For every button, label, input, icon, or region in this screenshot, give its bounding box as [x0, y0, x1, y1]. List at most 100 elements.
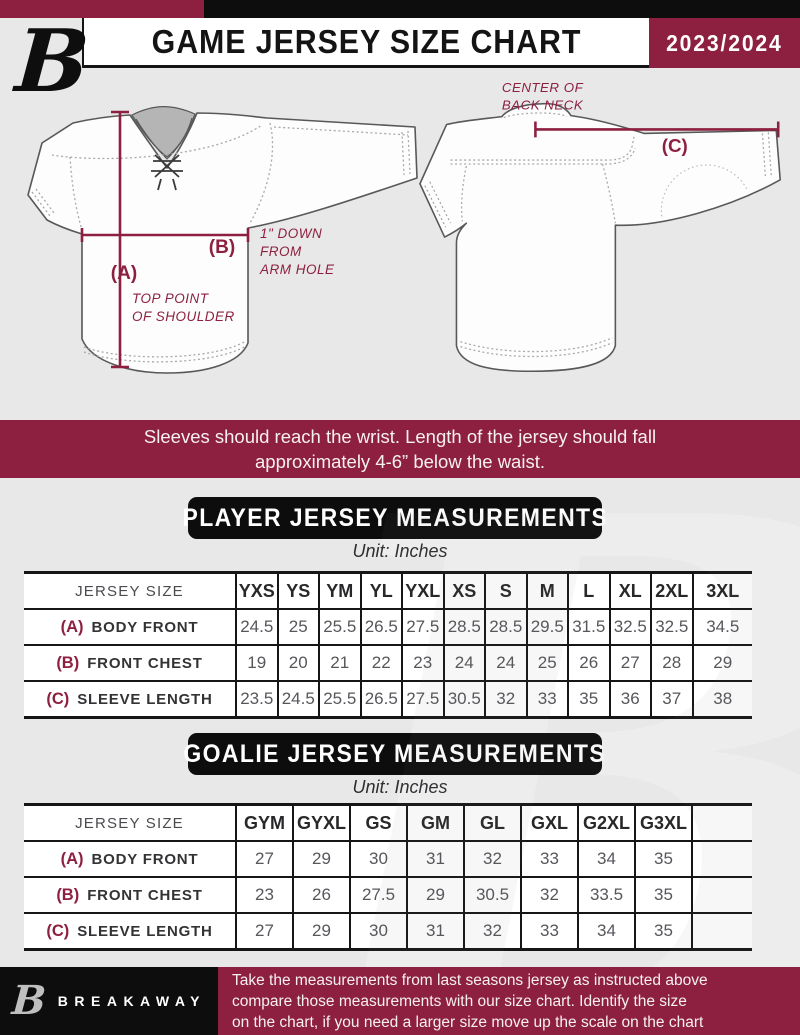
measurement-cell: 24.5: [235, 608, 278, 645]
measurement-row: (B) FRONT CHEST 23 26 27.5 29 30.5 32 33.5 35: [24, 876, 752, 913]
goalie-section-title: GOALIE JERSEY MEASUREMENTS: [183, 739, 607, 768]
back-seams: [424, 112, 772, 358]
footer-breakaway-logo-icon: B: [10, 977, 48, 1024]
page-title: GAME JERSEY SIZE CHART: [151, 22, 582, 60]
size-column-header: GYXL: [292, 803, 350, 841]
footer-note-line3: on the chart, if you need a larger size …: [232, 1013, 704, 1031]
measurement-cell: 33: [525, 680, 568, 718]
measurement-cell: 29: [292, 912, 350, 950]
measurement-key: (C): [46, 689, 70, 708]
measurement-cell: 23: [235, 876, 293, 913]
measurement-key: (A): [60, 849, 84, 868]
breakaway-logo-icon: B: [12, 11, 92, 112]
label-b-note-line3: ARM HOLE: [259, 262, 335, 277]
fit-note-line1: Sleeves should reach the wrist. Length o…: [143, 426, 657, 447]
measurement-cell: 29.5: [525, 608, 568, 645]
sizes-table: JERSEY SIZE YXS YS YM YL YXL XS S M L XL 2XL 3XL (A) B…: [24, 571, 752, 719]
measurement-cell: 24: [442, 644, 485, 681]
label-a: (A): [111, 263, 137, 284]
measurement-cell: 23: [401, 644, 444, 681]
measurement-cell: 32.5: [650, 608, 693, 645]
measurement-cell: 20: [276, 644, 319, 681]
goalie-section-header: GOALIE JERSEY MEASUREMENTS: [184, 733, 605, 775]
measurement-cell: 29: [292, 840, 350, 877]
measurement-label: BODY FRONT: [91, 618, 199, 636]
measurement-cell: [691, 876, 752, 913]
measurement-cell: 29: [406, 876, 464, 913]
measurement-cell: 32.5: [608, 608, 651, 645]
measurement-cell: 36: [608, 680, 651, 718]
size-column-header: GM: [406, 803, 464, 841]
measurement-cell: 21: [318, 644, 361, 681]
measurement-cell: 27: [608, 644, 651, 681]
measurement-cell: 27: [235, 912, 293, 950]
neck-note-line1: CENTER OF: [502, 80, 584, 95]
measurement-cell: 32: [463, 912, 521, 950]
measurement-cell: 31: [406, 840, 464, 877]
measurement-cell: 34.5: [691, 608, 752, 645]
size-column-header: YM: [318, 571, 361, 609]
measurement-row-label: (C) SLEEVE LENGTH: [24, 912, 236, 950]
measurement-key: (A): [60, 617, 84, 636]
measurement-row-label: (A) BODY FRONT: [24, 840, 236, 877]
season-box: 2023/2024: [649, 18, 800, 68]
size-column-header: YXL: [401, 571, 444, 609]
measurement-cell: 23.5: [235, 680, 278, 718]
measurement-cell: 26.5: [359, 680, 402, 718]
fit-note-banner: Sleeves should reach the wrist. Length o…: [0, 420, 800, 478]
measurement-cell: 26: [292, 876, 350, 913]
measurement-cell: 22: [359, 644, 402, 681]
player-section-header: PLAYER JERSEY MEASUREMENTS: [182, 497, 606, 539]
measurement-row: (B) FRONT CHEST 19 20 21 22 23 24 24 25 26 27 28 29: [24, 644, 752, 681]
sizes-table: JERSEY SIZE GYM GYXL GS GM GL GXL G2XL G3XL (A) BO…: [24, 803, 752, 951]
measurement-cell: 28: [650, 644, 693, 681]
player-size-table: JERSEY SIZE YXS YS YM YL YXL XS S M L XL 2XL 3XL (A) B…: [24, 571, 752, 719]
title-band: GAME JERSEY SIZE CHART: [82, 18, 649, 68]
measurement-row: (C) SLEEVE LENGTH 23.5 24.5 25.5 26.5 27.5 30.5…: [24, 680, 752, 718]
measurement-cell: 27: [235, 840, 293, 877]
label-b-note-line1: 1" DOWN: [260, 226, 322, 241]
measurement-cell: 28.5: [442, 608, 485, 645]
jersey-size-header: JERSEY SIZE: [24, 571, 236, 609]
measurement-cell: 27.5: [349, 876, 407, 913]
goalie-size-table: JERSEY SIZE GYM GYXL GS GM GL GXL G2XL G3XL (A) BO…: [24, 803, 752, 951]
label-a-note-line1: TOP POINT: [132, 291, 210, 306]
front-collar-line: [135, 117, 193, 160]
measurement-cell: 33: [520, 912, 578, 950]
size-column-header: YL: [359, 571, 402, 609]
measurement-cell: 26.5: [359, 608, 402, 645]
measurement-label: FRONT CHEST: [87, 654, 203, 672]
measurement-cell: 33: [520, 840, 578, 877]
size-column-header: G3XL: [634, 803, 692, 841]
measurement-cell: 28.5: [484, 608, 527, 645]
measurement-label: SLEEVE LENGTH: [77, 690, 213, 708]
size-header-row: JERSEY SIZE YXS YS YM YL YXL XS S M L XL 2XL 3XL: [24, 571, 752, 609]
player-unit-label: Unit: Inches: [352, 541, 448, 561]
size-column-header: S: [484, 571, 527, 609]
measurement-cell: 32: [484, 680, 527, 718]
front-neck-laces: [151, 154, 183, 191]
measurement-label: SLEEVE LENGTH: [77, 922, 213, 940]
player-section-title: PLAYER JERSEY MEASUREMENTS: [182, 503, 608, 532]
measurement-key: (B): [56, 885, 80, 904]
size-column-header: L: [567, 571, 610, 609]
label-c: (C): [662, 135, 688, 156]
measurement-row-label: (B) FRONT CHEST: [24, 876, 236, 913]
back-jersey-diagram: (C) CENTER OF BACK NECK: [419, 80, 781, 373]
measurement-cell: 30.5: [463, 876, 521, 913]
measurement-key: (C): [46, 921, 70, 940]
footer-note-line1: Take the measurements from last seasons …: [232, 971, 708, 989]
size-header-row: JERSEY SIZE GYM GYXL GS GM GL GXL G2XL G3XL: [24, 803, 752, 841]
size-column-header: G2XL: [577, 803, 635, 841]
measurement-cell: 35: [634, 840, 692, 877]
measure-line-b: [80, 228, 250, 242]
back-jersey-outline: [419, 102, 781, 373]
measurement-cell: 37: [650, 680, 693, 718]
footer-brand-panel: B BREAKAWAY: [0, 967, 218, 1035]
size-column-header: GL: [463, 803, 521, 841]
size-column-header: YXS: [235, 571, 278, 609]
measurement-row: (A) BODY FRONT 27 29 30 31 32 33 34 35: [24, 840, 752, 877]
size-column-header: 2XL: [650, 571, 693, 609]
measurement-cell: 29: [691, 644, 752, 681]
measure-line-c: [534, 121, 780, 138]
